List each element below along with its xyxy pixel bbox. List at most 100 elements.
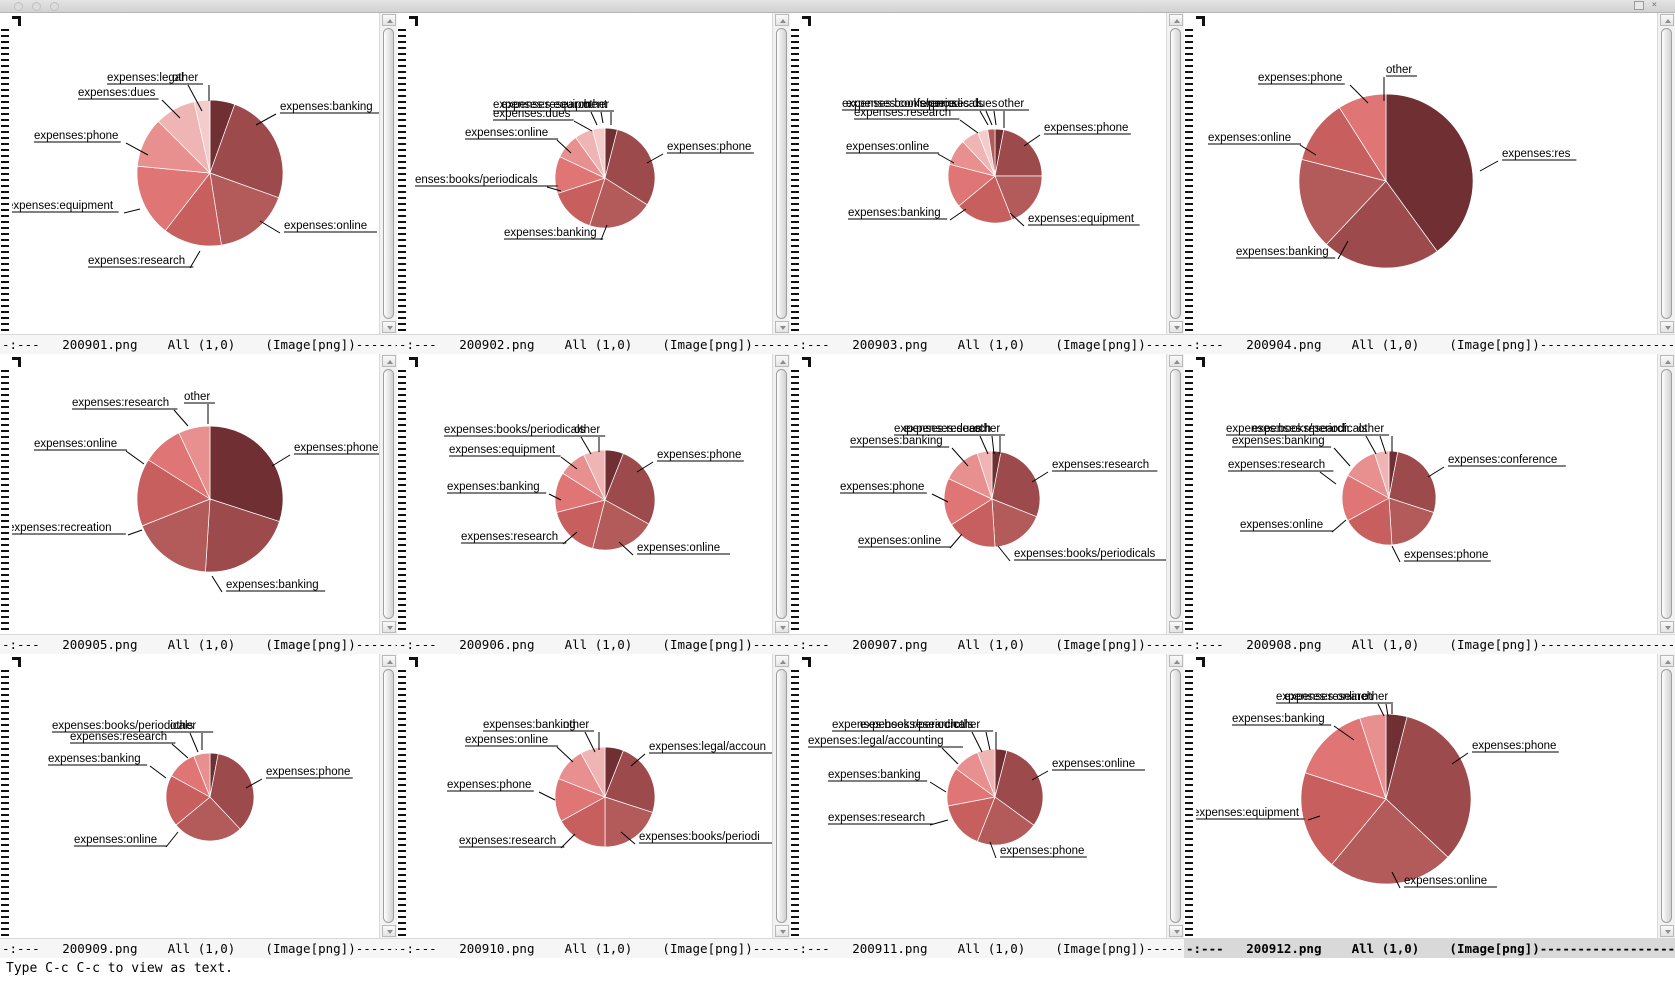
scroll-up-arrow-icon[interactable] xyxy=(1169,355,1183,367)
label-leader-line xyxy=(600,224,608,241)
close-dot-icon[interactable] xyxy=(14,2,23,11)
scroll-down-arrow-icon[interactable] xyxy=(1169,321,1183,333)
scroll-down-arrow-icon[interactable] xyxy=(1169,621,1183,633)
scroll-up-arrow-icon[interactable] xyxy=(382,355,396,367)
pie-slice-label: expenses:dues xyxy=(920,98,998,110)
pie-slice xyxy=(141,498,211,573)
modeline-200907[interactable]: -:--- 200907.png All (1,0) (Image[png])-… xyxy=(790,634,1184,654)
vertical-scrollbar[interactable] xyxy=(1657,354,1675,634)
modeline-200902[interactable]: -:--- 200902.png All (1,0) (Image[png])-… xyxy=(397,334,790,354)
vertical-scrollbar[interactable] xyxy=(772,13,790,334)
pie-slice-label: expenses:research xyxy=(1052,459,1149,471)
pie-slice-label: expenses:research xyxy=(1252,423,1349,435)
label-leader-line xyxy=(165,831,179,848)
pie-slice-label: expenses:online xyxy=(846,141,929,153)
emacs-window-200907[interactable]: expenses:research expenses:dues other expen… xyxy=(790,354,1184,654)
vertical-scrollbar[interactable] xyxy=(1657,654,1675,938)
scroll-down-arrow-icon[interactable] xyxy=(775,321,789,333)
vertical-scrollbar[interactable] xyxy=(772,654,790,938)
maximize-dot-icon[interactable] xyxy=(50,2,59,11)
emacs-window-200901[interactable]: expenses:legal other expenses:dues expenses… xyxy=(0,13,397,354)
emacs-window-200906[interactable]: expenses:books/periodicals other expenses:… xyxy=(397,354,790,654)
image-buffer-area: expenses:legal other expenses:dues expenses… xyxy=(0,13,397,334)
modeline-200911[interactable]: -:--- 200911.png All (1,0) (Image[png])-… xyxy=(790,938,1184,958)
restore-window-icon[interactable] xyxy=(1633,1,1644,10)
vertical-scrollbar[interactable] xyxy=(772,354,790,634)
scrollbar-thumb[interactable] xyxy=(1170,28,1181,319)
scroll-down-arrow-icon[interactable] xyxy=(1660,925,1674,937)
vertical-scrollbar[interactable] xyxy=(1657,13,1675,334)
scrollbar-thumb[interactable] xyxy=(383,28,394,319)
emacs-window-200911[interactable]: expenses:books/periodicals expenses:resea… xyxy=(790,654,1184,958)
modeline-200906[interactable]: -:--- 200906.png All (1,0) (Image[png])-… xyxy=(397,634,790,654)
scroll-down-arrow-icon[interactable] xyxy=(382,321,396,333)
vertical-scrollbar[interactable] xyxy=(1166,13,1184,334)
pie-slice-label: expenses:online xyxy=(1240,519,1323,531)
scrollbar-thumb[interactable] xyxy=(1170,669,1181,923)
scroll-down-arrow-icon[interactable] xyxy=(1660,321,1674,333)
modeline-filler: ------------------------ xyxy=(1539,637,1675,652)
emacs-window-200903[interactable]: expenses:books/periodicals expenses:confe… xyxy=(790,13,1184,354)
scroll-down-arrow-icon[interactable] xyxy=(382,925,396,937)
scrollbar-thumb[interactable] xyxy=(776,28,787,319)
scroll-up-arrow-icon[interactable] xyxy=(1169,14,1183,26)
scroll-up-arrow-icon[interactable] xyxy=(1169,655,1183,667)
scroll-down-arrow-icon[interactable] xyxy=(1660,621,1674,633)
scroll-up-arrow-icon[interactable] xyxy=(1660,14,1674,26)
scrollbar-thumb[interactable] xyxy=(1170,369,1181,619)
window-control-dots[interactable] xyxy=(14,2,59,11)
modeline-prefix: -:--- xyxy=(2,941,63,956)
modeline-buffer-name: 200904.png xyxy=(1246,337,1322,352)
scroll-up-arrow-icon[interactable] xyxy=(382,655,396,667)
scroll-up-arrow-icon[interactable] xyxy=(775,14,789,26)
minimize-dot-icon[interactable] xyxy=(32,2,41,11)
modeline-200909[interactable]: -:--- 200909.png All (1,0) (Image[png])-… xyxy=(0,938,397,958)
vertical-scrollbar[interactable] xyxy=(1166,654,1184,938)
scroll-down-arrow-icon[interactable] xyxy=(1169,925,1183,937)
modeline-200908[interactable]: -:--- 200908.png All (1,0) (Image[png])-… xyxy=(1184,634,1675,654)
scroll-up-arrow-icon[interactable] xyxy=(382,14,396,26)
scroll-down-arrow-icon[interactable] xyxy=(382,621,396,633)
close-window-icon[interactable]: × xyxy=(1651,0,1657,10)
pie-slice xyxy=(976,748,996,798)
emacs-window-200905[interactable]: expenses:research other expenses:online exp… xyxy=(0,354,397,654)
modeline-filler: ------------------------ xyxy=(1145,941,1184,956)
scrollbar-thumb[interactable] xyxy=(383,369,394,619)
emacs-window-200908[interactable]: expenses:books/periodicals expenses:resea… xyxy=(1184,354,1675,654)
emacs-window-200904[interactable]: other expenses:phone expenses:online expens… xyxy=(1184,13,1675,354)
scrollbar-thumb[interactable] xyxy=(776,669,787,923)
modeline-buffer-name: 200908.png xyxy=(1246,637,1322,652)
vertical-scrollbar[interactable] xyxy=(379,354,397,634)
modeline-200904[interactable]: -:--- 200904.png All (1,0) (Image[png])-… xyxy=(1184,334,1675,354)
emacs-window-200909[interactable]: expenses:books/periodicals other expenses:… xyxy=(0,654,397,958)
emacs-window-200912[interactable]: expenses:research expenses:online other exp… xyxy=(1184,654,1675,958)
emacs-window-200902[interactable]: expenses:research expenses:equipment other… xyxy=(397,13,790,354)
scrollbar-thumb[interactable] xyxy=(1661,28,1672,319)
scroll-up-arrow-icon[interactable] xyxy=(1660,655,1674,667)
window-right-controls[interactable]: × xyxy=(1633,0,1657,10)
modeline-200910[interactable]: -:--- 200910.png All (1,0) (Image[png])-… xyxy=(397,938,790,958)
scrollbar-thumb[interactable] xyxy=(383,669,394,923)
scroll-down-arrow-icon[interactable] xyxy=(775,621,789,633)
modeline-200903[interactable]: -:--- 200903.png All (1,0) (Image[png])-… xyxy=(790,334,1184,354)
vertical-scrollbar[interactable] xyxy=(379,654,397,938)
modeline-200905[interactable]: -:--- 200905.png All (1,0) (Image[png])-… xyxy=(0,634,397,654)
scroll-up-arrow-icon[interactable] xyxy=(1660,355,1674,367)
scrollbar-thumb[interactable] xyxy=(1661,369,1672,619)
modeline-200901[interactable]: -:--- 200901.png All (1,0) (Image[png])-… xyxy=(0,334,397,354)
pie-chart-200905: expenses:research other expenses:online exp… xyxy=(12,354,379,634)
vertical-scrollbar[interactable] xyxy=(1166,354,1184,634)
emacs-window-200910[interactable]: expenses:banking other expenses:online expe… xyxy=(397,654,790,958)
scrollbar-thumb[interactable] xyxy=(776,369,787,619)
modeline-200912[interactable]: -:--- 200912.png All (1,0) (Image[png])-… xyxy=(1184,938,1675,958)
vertical-scrollbar[interactable] xyxy=(379,13,397,334)
pie-chart-200909: expenses:books/periodicals other expenses:… xyxy=(12,654,379,938)
scrollbar-thumb[interactable] xyxy=(1661,669,1672,923)
scroll-up-arrow-icon[interactable] xyxy=(775,355,789,367)
pie-slice-label: expenses:online xyxy=(637,542,720,554)
scroll-down-arrow-icon[interactable] xyxy=(775,925,789,937)
scroll-up-arrow-icon[interactable] xyxy=(775,655,789,667)
pie-slice-label: other xyxy=(184,391,210,403)
label-leader-line xyxy=(562,531,578,545)
